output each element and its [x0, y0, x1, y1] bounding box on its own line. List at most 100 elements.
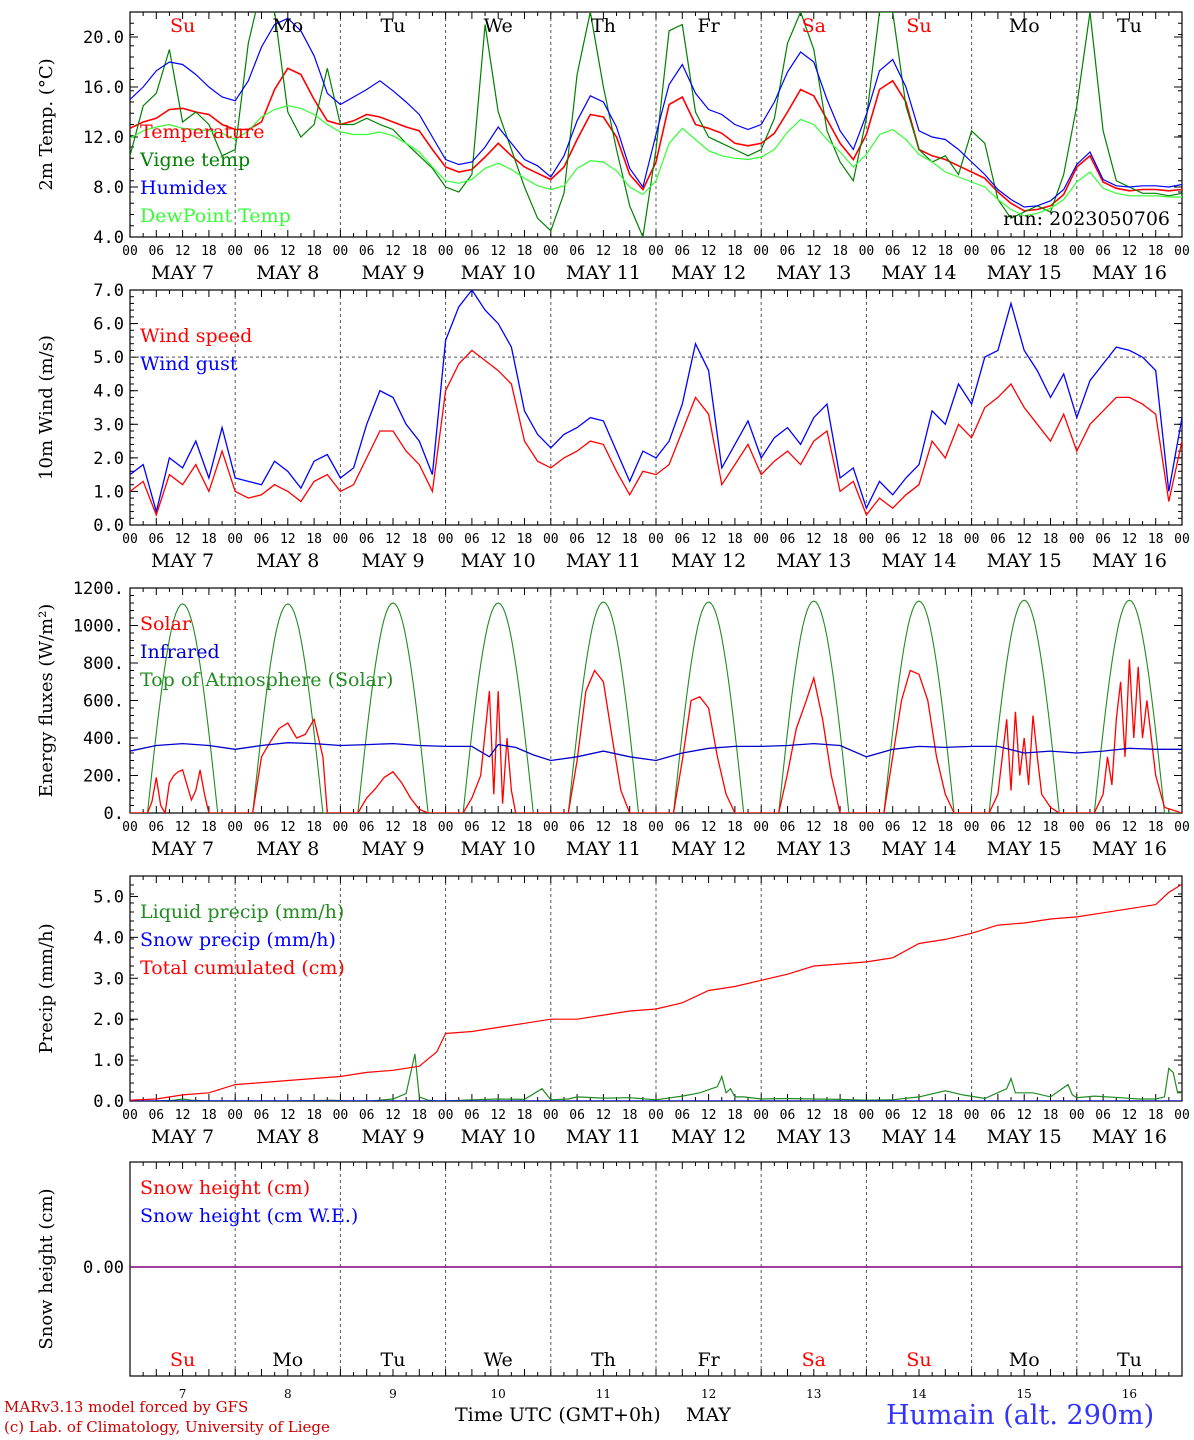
- hour-label: 12: [911, 820, 927, 835]
- hour-label: 00: [122, 532, 138, 547]
- date-label: MAY 8: [256, 550, 319, 572]
- date-label: MAY 10: [461, 1126, 536, 1148]
- legend-entry: DewPoint Temp: [140, 205, 291, 227]
- day-number: 11: [596, 1387, 611, 1401]
- hour-label: 12: [1122, 244, 1138, 259]
- hour-label: 12: [280, 820, 296, 835]
- hour-label: 00: [648, 820, 664, 835]
- y-axis-label: 10m Wind (m/s): [36, 335, 57, 480]
- hour-label: 12: [701, 1108, 717, 1123]
- y-tick-label: 1200.: [73, 579, 124, 599]
- date-label: MAY 12: [671, 1126, 746, 1148]
- hour-label: 12: [596, 532, 612, 547]
- hour-label: 12: [911, 244, 927, 259]
- series-solar: [130, 659, 1182, 813]
- series-infrared: [130, 742, 1182, 762]
- date-label: MAY 16: [1092, 1126, 1167, 1148]
- y-tick-label: 5.0: [93, 348, 124, 368]
- hour-label: 00: [753, 820, 769, 835]
- date-label: MAY 14: [881, 550, 956, 572]
- series-group: [130, 290, 1182, 517]
- hour-label: 00: [964, 1108, 980, 1123]
- hour-label: 12: [911, 532, 927, 547]
- day-number: 13: [806, 1387, 821, 1401]
- date-label: MAY 9: [361, 838, 424, 860]
- date-label: MAY 11: [566, 550, 641, 572]
- y-tick-label: 0.00: [83, 1258, 124, 1278]
- hour-label: 00: [333, 820, 349, 835]
- hour-label: 00: [648, 1108, 664, 1123]
- date-label: MAY 12: [671, 262, 746, 284]
- date-label: MAY 10: [461, 262, 536, 284]
- hour-label: 00: [1069, 1108, 1085, 1123]
- day-abbr: Sa: [802, 15, 826, 37]
- hour-label: 12: [490, 532, 506, 547]
- y-tick-label: 3.0: [93, 415, 124, 435]
- date-label: MAY 13: [776, 262, 851, 284]
- hour-label: 00: [648, 244, 664, 259]
- date-label: MAY 12: [671, 838, 746, 860]
- hour-label: 12: [385, 244, 401, 259]
- hour-label: 18: [201, 1108, 217, 1123]
- hour-label: 18: [1043, 820, 1059, 835]
- y-tick-label: 2.0: [93, 449, 124, 469]
- hour-label: 18: [411, 244, 427, 259]
- panel-2: 0.0 1.0 2.0 3.0 4.0 5.0 6.0 7.0 10m Wind (m/s) Wi…: [36, 281, 1183, 536]
- panel-1: 4.0 8.0 12.0 16.0 20.0 2m Temp. (°C) Su Mo Tu We T…: [36, 11, 1183, 248]
- hour-label: 00: [227, 1108, 243, 1123]
- hour-label: 06: [464, 1108, 480, 1123]
- hour-label: 06: [464, 244, 480, 259]
- hour-label: 06: [990, 244, 1006, 259]
- date-label: MAY 10: [461, 550, 536, 572]
- hour-label: 12: [280, 1108, 296, 1123]
- hour-label: 00: [122, 820, 138, 835]
- hour-label: 00: [543, 820, 559, 835]
- y-axis-label: 2m Temp. (°C): [36, 58, 57, 190]
- hour-label: 00: [859, 820, 875, 835]
- hour-label: 18: [727, 820, 743, 835]
- hour-label: 18: [937, 244, 953, 259]
- hour-label: 18: [1148, 820, 1164, 835]
- series-vigne-temp: [130, 12, 1182, 237]
- day-abbr: Tu: [1117, 15, 1142, 37]
- date-label: MAY 12: [671, 550, 746, 572]
- day-number: 12: [701, 1387, 716, 1401]
- hour-label: 12: [596, 1108, 612, 1123]
- series-top-of-atmosphere-solar: [130, 599, 1182, 813]
- day-abbr: Su: [170, 1349, 195, 1371]
- hour-label: 12: [490, 244, 506, 259]
- hour-label: 06: [359, 1108, 375, 1123]
- hour-label: 06: [569, 532, 585, 547]
- hour-label: 06: [148, 244, 164, 259]
- hour-label: 18: [727, 532, 743, 547]
- hour-label: 12: [701, 532, 717, 547]
- hour-label: 12: [385, 1108, 401, 1123]
- legend-entry: Infrared: [140, 641, 220, 663]
- hour-label: 00: [753, 532, 769, 547]
- hour-label: 18: [832, 820, 848, 835]
- y-tick-label: 12.0: [83, 128, 124, 148]
- date-label: MAY 10: [461, 838, 536, 860]
- y-axis-label: Snow height (cm): [36, 1188, 57, 1349]
- date-label: MAY 16: [1092, 838, 1167, 860]
- panel-3: 0. 200. 400. 600. 800. 1000. 1200. Energy fluxe…: [36, 579, 1183, 824]
- hour-label: 12: [175, 244, 191, 259]
- hour-label: 00: [438, 820, 454, 835]
- day-number: 14: [911, 1387, 927, 1401]
- y-tick-label: 5.0: [93, 887, 124, 907]
- date-label: MAY 14: [881, 262, 956, 284]
- series-humidex: [130, 17, 1182, 208]
- date-label: MAY 7: [151, 262, 214, 284]
- hour-label: 00: [543, 1108, 559, 1123]
- day-abbr: Tu: [1117, 1349, 1142, 1371]
- hour-label: 00: [122, 1108, 138, 1123]
- hour-label: 00: [333, 244, 349, 259]
- hour-label: 12: [1016, 1108, 1032, 1123]
- y-tick-label: 600.: [83, 692, 124, 712]
- hour-label: 00: [122, 244, 138, 259]
- hour-label: 18: [1148, 532, 1164, 547]
- hour-label: 06: [1095, 244, 1111, 259]
- day-abbr: Mo: [1009, 1349, 1040, 1371]
- x-axis-label: Time UTC (GMT+0h): [455, 1404, 661, 1426]
